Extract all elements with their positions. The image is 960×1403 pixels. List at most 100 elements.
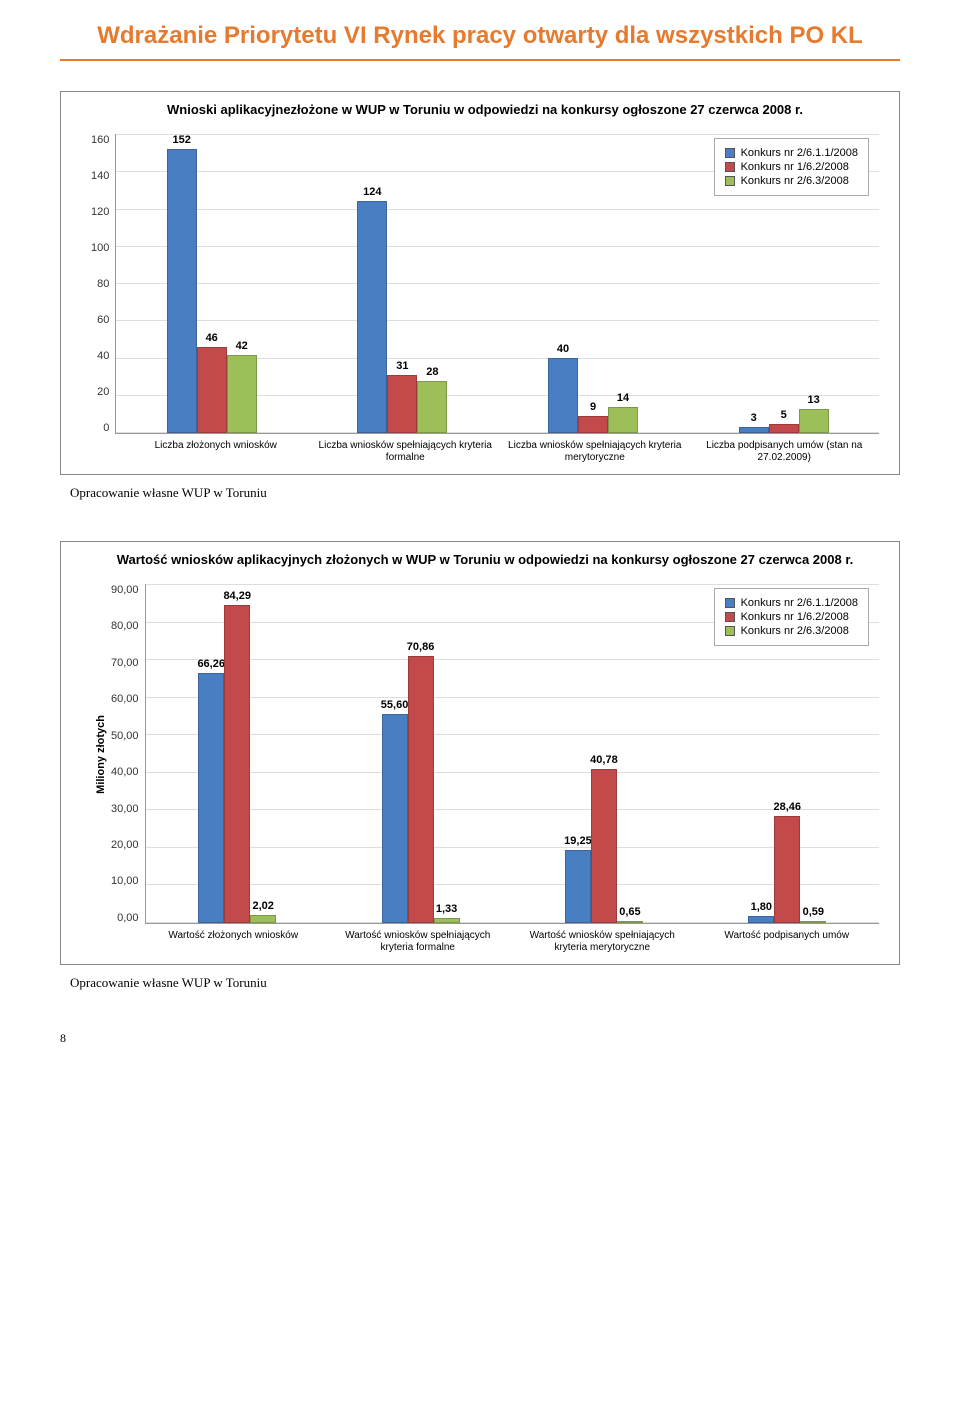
bar-group: 19,25 40,78 0,65 [565,584,643,923]
bar: 40 [548,358,578,433]
bar-value-label: 5 [781,409,787,421]
bar-value-label: 14 [617,392,629,404]
bar-value-label: 13 [808,394,820,406]
bar: 9 [578,416,608,433]
bar-value-label: 9 [590,401,596,413]
chart1-box: Wnioski aplikacyjnezłożone w WUP w Torun… [60,91,900,475]
bar-group: 40914 [548,134,638,433]
ytick: 20 [97,386,109,398]
ytick: 90,00 [111,584,139,596]
bar: 0,65 [617,921,643,923]
legend-swatch [725,148,735,158]
bar: 0,59 [800,921,826,923]
chart2-xlabels: Wartość złożonych wniosków Wartość wniosk… [91,930,879,954]
x-label: Liczba wniosków spełniających kryteria m… [500,440,690,464]
legend-item: Konkurs nr 2/6.3/2008 [725,625,858,637]
bar-value-label: 70,86 [407,641,435,653]
bar: 2,02 [250,915,276,923]
legend-swatch [725,626,735,636]
chart1-yaxis: 160140120100806040200 [91,134,115,434]
chart2-yaxis: 90,0080,0070,0060,0050,0040,0030,0020,00… [111,584,145,924]
bar-value-label: 84,29 [223,590,251,602]
bar: 13 [799,409,829,433]
x-label: Wartość wniosków spełniających kryteria … [510,930,695,954]
bar-group: 55,6070,861,33 [382,584,460,923]
bar: 124 [357,201,387,433]
bar: 5 [769,424,799,433]
page-title: Wdrażanie Priorytetu VI Rynek pracy otwa… [60,20,900,51]
bar: 46 [197,347,227,433]
chart2-ylabel: Miliony złotych [91,715,111,794]
bar-value-label: 42 [236,340,248,352]
legend-label: Konkurs nr 2/6.3/2008 [741,625,849,637]
ytick: 40 [97,350,109,362]
bar-value-label: 55,60 [381,699,409,711]
ytick: 60,00 [111,693,139,705]
ytick: 60 [97,314,109,326]
bar-value-label: 46 [206,332,218,344]
legend-item: Konkurs nr 2/6.1.1/2008 [725,147,858,159]
bar: 28,46 [774,816,800,923]
ytick: 0 [103,422,109,434]
chart2-plot: 66,2684,292,0255,6070,861,3319,2540,780,… [145,584,879,924]
bar-group: 1243128 [357,134,447,433]
bar-value-label: 28 [426,366,438,378]
legend-swatch [725,598,735,608]
x-label: Liczba złożonych wniosków [121,440,311,464]
ytick: 80,00 [111,620,139,632]
legend-label: Konkurs nr 1/6.2/2008 [741,161,849,173]
bar: 152 [167,149,197,433]
bar-value-label: 2,02 [252,900,273,912]
bar: 84,29 [224,605,250,922]
legend-item: Konkurs nr 1/6.2/2008 [725,161,858,173]
page-number: 8 [60,1031,900,1046]
bar: 70,86 [408,656,434,923]
bar: 1,80 [748,916,774,923]
bar-value-label: 66,26 [197,658,225,670]
ytick: 160 [91,134,109,146]
ytick: 50,00 [111,730,139,742]
bar-value-label: 31 [396,360,408,372]
chart2-legend: Konkurs nr 2/6.1.1/2008 Konkurs nr 1/6.2/… [714,588,869,646]
bar: 1,33 [434,918,460,923]
bar: 14 [608,407,638,433]
legend-label: Konkurs nr 2/6.1.1/2008 [741,147,858,159]
x-label: Wartość złożonych wniosków [141,930,326,954]
bar: 3 [739,427,769,433]
ytick: 80 [97,278,109,290]
bar: 66,26 [198,673,224,923]
legend-label: Konkurs nr 1/6.2/2008 [741,611,849,623]
bar-value-label: 1,33 [436,903,457,915]
chart2-source: Opracowanie własne WUP w Toruniu [70,975,900,991]
ytick: 10,00 [111,875,139,887]
bar-value-label: 152 [173,134,191,146]
bar-value-label: 0,65 [619,906,640,918]
chart2-title: Wartość wniosków aplikacyjnych złożonych… [91,552,879,569]
bar-value-label: 124 [363,186,381,198]
ytick: 70,00 [111,657,139,669]
bar-value-label: 40 [557,343,569,355]
chart2-box: Wartość wniosków aplikacyjnych złożonych… [60,541,900,965]
chart1-plot: 15246421243128409143513 Konkurs nr 2/6.1… [115,134,879,434]
legend-item: Konkurs nr 2/6.3/2008 [725,175,858,187]
bar: 28 [417,381,447,433]
chart1-legend: Konkurs nr 2/6.1.1/2008 Konkurs nr 1/6.2/… [714,138,869,196]
chart1-title: Wnioski aplikacyjnezłożone w WUP w Torun… [91,102,879,119]
chart1-source: Opracowanie własne WUP w Toruniu [70,485,900,501]
title-underline [60,59,900,61]
bar: 42 [227,355,257,433]
bar-value-label: 1,80 [751,901,772,913]
legend-item: Konkurs nr 2/6.1.1/2008 [725,597,858,609]
chart1-xlabels: Liczba złożonych wnioskówLiczba wniosków… [91,440,879,464]
bar-group: 1524642 [167,134,257,433]
x-label: Liczba wniosków spełniających kryteria f… [311,440,501,464]
ytick: 0,00 [117,912,138,924]
legend-swatch [725,162,735,172]
bar: 55,60 [382,714,408,923]
ytick: 100 [91,242,109,254]
ytick: 140 [91,170,109,182]
bar: 19,25 [565,850,591,923]
bar-value-label: 0,59 [803,906,824,918]
bar: 31 [387,375,417,433]
bar-value-label: 40,78 [590,754,618,766]
